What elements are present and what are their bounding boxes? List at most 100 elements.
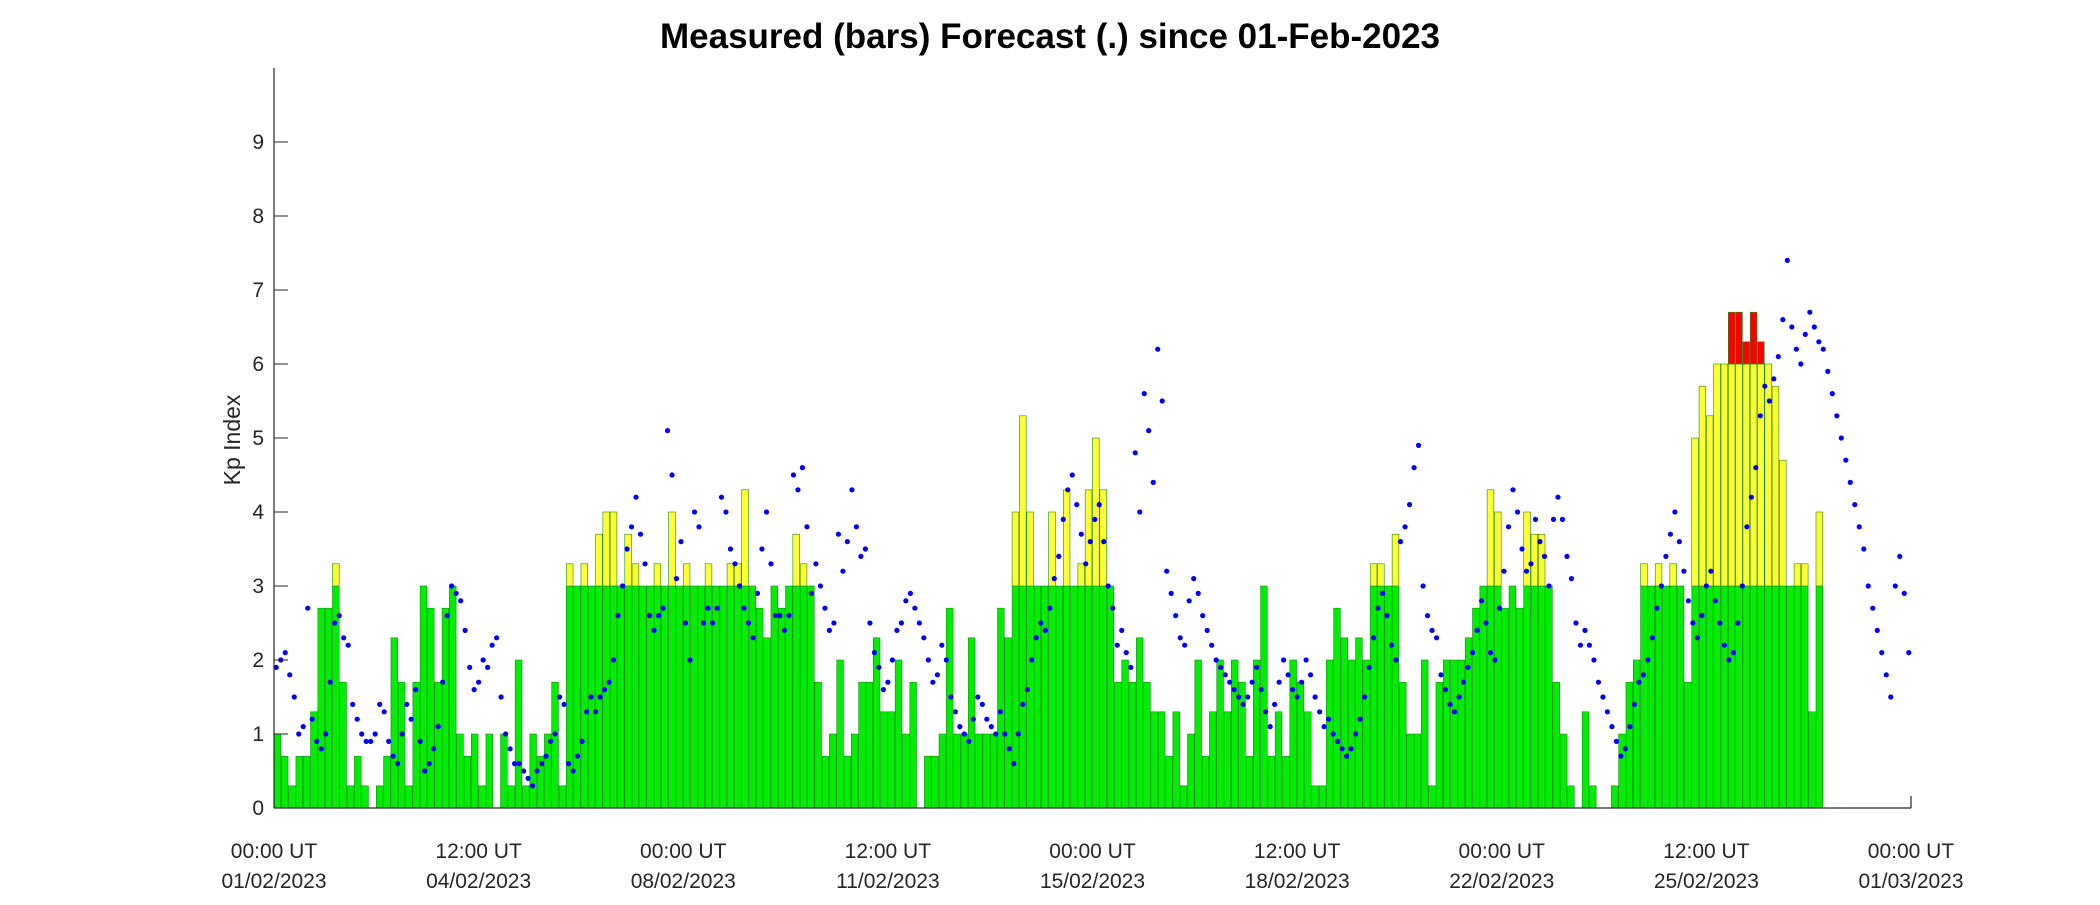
forecast-point <box>1222 672 1228 678</box>
kp-bar-segment <box>967 637 976 809</box>
y-tick-label: 3 <box>252 575 264 598</box>
forecast-point <box>1496 605 1503 611</box>
kp-bar-segment <box>1654 585 1663 809</box>
kp-bar-segment <box>288 785 296 809</box>
forecast-point <box>903 598 909 604</box>
forecast-point <box>745 620 752 626</box>
kp-bar-segment <box>1779 585 1787 809</box>
kp-bar <box>1209 711 1217 809</box>
forecast-point <box>750 635 756 641</box>
kp-bar-segment <box>1706 415 1714 587</box>
forecast-point <box>1357 716 1363 722</box>
kp-bar-segment <box>1552 681 1560 809</box>
x-tick-date-label: 22/02/2023 <box>1449 870 1554 893</box>
forecast-point <box>1735 620 1741 626</box>
kp-bar <box>792 533 800 809</box>
kp-bar <box>595 533 603 809</box>
kp-bar-segment <box>1179 785 1188 809</box>
kp-bar <box>288 785 296 809</box>
forecast-point <box>1775 354 1781 360</box>
kp-bar-segment <box>1282 755 1290 809</box>
forecast-point <box>1020 701 1026 708</box>
kp-bar-segment <box>1567 785 1575 809</box>
kp-bar <box>1450 659 1458 809</box>
forecast-point <box>583 709 590 715</box>
kp-bar <box>909 681 917 809</box>
kp-bar <box>1706 415 1714 809</box>
forecast-point <box>1663 553 1669 560</box>
forecast-point <box>1096 502 1102 508</box>
forecast-point <box>1051 576 1057 582</box>
forecast-point <box>1173 613 1179 619</box>
forecast-point <box>916 620 922 626</box>
forecast-point <box>885 679 891 685</box>
forecast-point <box>898 620 904 626</box>
kp-bar-segment <box>1494 585 1502 809</box>
kp-bar <box>1121 659 1129 809</box>
x-tick-time-label: 12:00 UT <box>435 840 522 863</box>
kp-bar-segment <box>668 511 676 587</box>
forecast-point <box>948 694 954 700</box>
kp-bar-segment <box>566 563 574 587</box>
forecast-point <box>1429 627 1435 634</box>
kp-bar-segment <box>1728 311 1736 365</box>
kp-bar-segment <box>843 755 852 809</box>
kp-bar-segment <box>1735 585 1743 809</box>
forecast-point <box>1537 539 1543 545</box>
forecast-point <box>538 761 545 767</box>
kp-bar-segment <box>1611 785 1619 809</box>
forecast-point <box>556 694 563 700</box>
kp-bar-segment <box>1084 489 1093 587</box>
forecast-point <box>1321 724 1327 730</box>
kp-bar <box>748 585 757 809</box>
kp-bar <box>1589 785 1597 809</box>
kp-bar <box>1567 785 1575 809</box>
kp-bar-segment <box>558 785 567 809</box>
forecast-point <box>1375 605 1381 611</box>
forecast-point <box>1622 746 1629 752</box>
kp-bar-segment <box>924 755 932 809</box>
x-tick-time-label: 00:00 UT <box>1459 840 1546 863</box>
kp-bar-segment <box>682 563 691 587</box>
kp-bar-segment <box>1801 563 1809 587</box>
forecast-point <box>1856 524 1862 530</box>
forecast-point <box>1258 687 1264 693</box>
forecast-point <box>844 539 851 545</box>
forecast-point <box>1276 679 1282 685</box>
kp-bar <box>1114 681 1122 809</box>
kp-bar <box>1172 711 1180 809</box>
kp-bar-segment <box>1048 585 1056 809</box>
kp-bar-segment <box>1260 585 1268 809</box>
forecast-point <box>1528 561 1534 567</box>
kp-bar <box>946 607 954 809</box>
kp-bar-segment <box>1245 755 1253 809</box>
kp-bar-segment <box>1384 585 1392 809</box>
x-tick-time-label: 00:00 UT <box>640 840 727 863</box>
kp-bar-segment <box>1399 681 1407 809</box>
forecast-point <box>669 472 675 478</box>
kp-bar-segment <box>522 785 530 809</box>
kp-bar <box>785 585 793 809</box>
kp-bar-segment <box>953 733 961 809</box>
forecast-point <box>444 613 450 619</box>
forecast-point <box>1861 546 1867 552</box>
kp-bar-segment <box>1479 585 1487 809</box>
kp-bar-segment <box>602 511 610 587</box>
forecast-point <box>1469 650 1476 656</box>
kp-bar <box>1537 533 1546 809</box>
forecast-point <box>822 605 828 611</box>
kp-bar-segment <box>1019 415 1027 587</box>
forecast-point <box>1352 731 1359 737</box>
kp-bar <box>1143 681 1151 809</box>
kp-bar-segment <box>1728 363 1736 587</box>
forecast-point <box>1690 620 1696 626</box>
kp-bar-segment <box>434 681 442 809</box>
x-tick-date-label: 25/02/2023 <box>1654 870 1759 893</box>
forecast-point <box>413 687 419 693</box>
forecast-point <box>907 590 913 597</box>
kp-bar <box>894 659 903 809</box>
kp-bar-segment <box>785 585 793 809</box>
kp-bar <box>580 563 588 809</box>
x-tick-date-label: 15/02/2023 <box>1040 870 1145 893</box>
kp-bar <box>1662 585 1670 809</box>
